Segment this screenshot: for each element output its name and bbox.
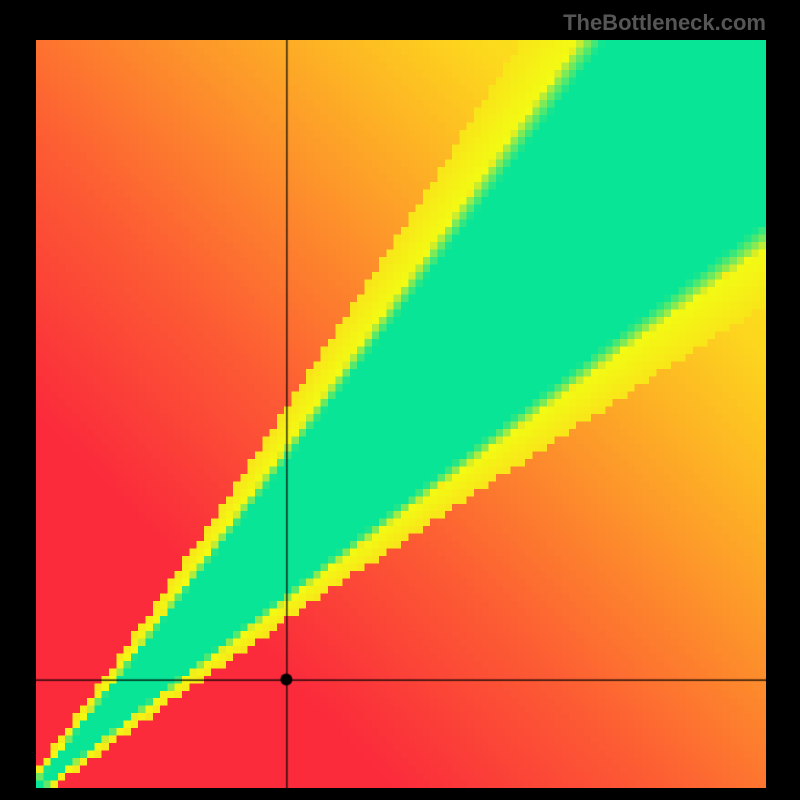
bottleneck-heatmap [36, 40, 766, 788]
chart-container: { "attribution": { "text": "TheBottlenec… [0, 0, 800, 800]
attribution-text: TheBottleneck.com [563, 10, 766, 36]
